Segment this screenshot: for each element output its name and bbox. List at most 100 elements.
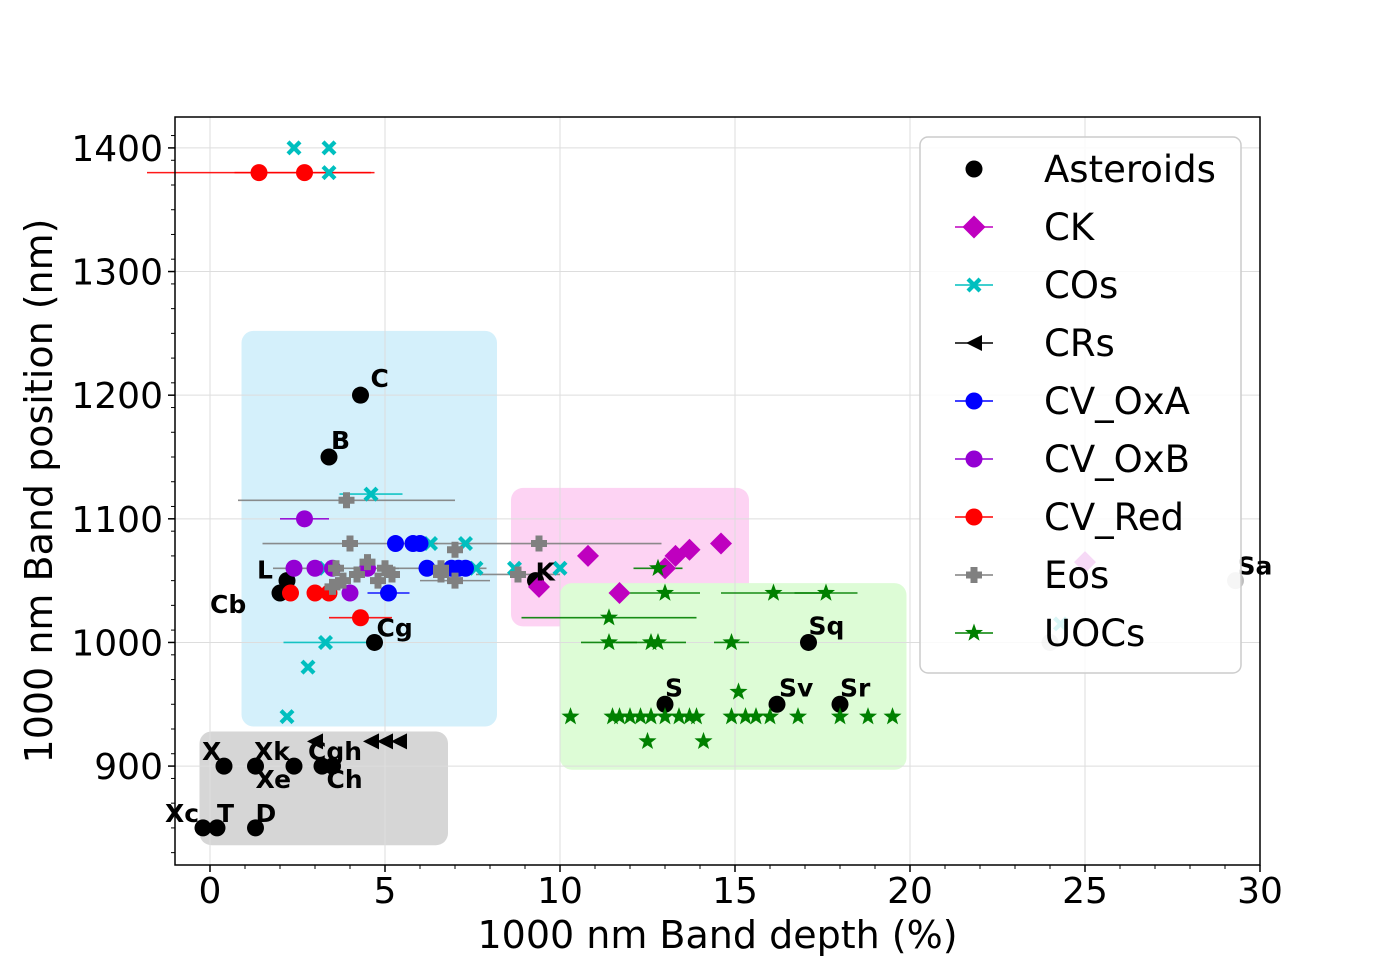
marker-UOCs (641, 707, 661, 725)
marker-CV_OxA (380, 584, 397, 602)
point-Eos (447, 572, 463, 589)
point-Asteroids (320, 448, 338, 466)
marker-CK (710, 532, 732, 555)
point-UOCs (729, 682, 748, 700)
point-Eos (349, 566, 365, 583)
marker-Asteroids (366, 633, 383, 651)
point-Eos (342, 535, 358, 552)
regions-layer (199, 330, 907, 846)
point-CV_OxA (380, 584, 397, 602)
marker-UOCs (722, 632, 741, 651)
marker-COs (279, 709, 295, 725)
asteroid-label: Sv (779, 673, 813, 702)
legend-item-Eos: Eos (955, 554, 1109, 597)
point-Eos (384, 566, 400, 583)
asteroid-label: Sa (1238, 552, 1273, 581)
point-CV_Red (250, 164, 268, 182)
y-tick-label: 900 (94, 747, 163, 788)
legend-marker-shape (965, 508, 983, 526)
marker-CV_OxB (341, 584, 359, 602)
point-Asteroids (208, 819, 226, 837)
marker-CRs (307, 733, 323, 750)
point-UOCs (599, 608, 619, 626)
marker-COs (318, 634, 333, 650)
marker-UOCs (641, 632, 661, 651)
marker-Asteroids (285, 757, 303, 775)
point-CK (710, 532, 732, 555)
marker-CV_Red (282, 584, 299, 602)
marker-Asteroids (656, 695, 674, 713)
point-Asteroids (215, 757, 233, 775)
x-tick-label: 15 (712, 871, 758, 912)
marker-UOCs (648, 632, 668, 651)
marker-UOCs (746, 707, 766, 725)
legend-marker-shape (966, 567, 982, 583)
point-Asteroids (247, 757, 264, 775)
legend-label: CV_Red (1044, 496, 1184, 539)
marker-UOCs (599, 632, 619, 651)
point-UOCs (631, 707, 650, 725)
legend-marker (966, 567, 982, 583)
asteroid-label: Cg (377, 613, 413, 642)
legend-marker (964, 623, 984, 641)
marker-CRs (391, 733, 407, 750)
point-CRs (377, 733, 393, 750)
point-CV_OxA (387, 535, 404, 553)
legend-label: CRs (1044, 322, 1115, 365)
y-tick-label: 1200 (71, 376, 163, 417)
x-tick-label: 0 (199, 871, 222, 912)
marker-Eos (531, 535, 547, 552)
point-Asteroids (656, 695, 674, 713)
marker-UOCs (687, 707, 706, 725)
marker-Eos (338, 492, 355, 509)
marker-Eos (324, 578, 341, 595)
marker-CV_OxA (411, 535, 429, 553)
asteroid-label: K (536, 558, 557, 587)
marker-UOCs (694, 731, 713, 750)
marker-Asteroids (215, 757, 233, 775)
point-Eos (324, 578, 341, 595)
legend-marker-shape (966, 277, 982, 293)
marker-Asteroids (768, 695, 786, 713)
legend-marker (965, 508, 983, 526)
region-0 (241, 330, 497, 727)
point-COs (318, 634, 333, 650)
legend-marker (965, 392, 983, 410)
asteroid-label: D (256, 799, 277, 828)
legend-item-Asteroids: Asteroids (965, 148, 1216, 191)
point-CV_Red (352, 609, 369, 627)
legend-label: CV_OxB (1044, 438, 1190, 481)
marker-COs (300, 659, 316, 675)
marker-UOCs (638, 731, 657, 750)
point-Eos (377, 560, 393, 577)
point-Asteroids (800, 633, 817, 651)
point-CK (608, 582, 631, 604)
point-UOCs (883, 707, 902, 725)
point-CRs (307, 733, 323, 750)
marker-CK (654, 557, 676, 580)
marker-CK (608, 582, 631, 604)
marker-CV_OxB (285, 559, 303, 577)
asteroid-label: S (665, 673, 683, 702)
asteroid-label: Xe (256, 765, 292, 794)
marker-UOCs (722, 707, 741, 725)
marker-UOCs (603, 707, 622, 725)
point-Asteroids (194, 819, 212, 837)
point-UOCs (669, 707, 689, 725)
marker-Eos (433, 566, 449, 583)
marker-COs (552, 560, 568, 576)
marker-UOCs (760, 707, 780, 725)
legend-item-CV_OxB: CV_OxB (955, 438, 1190, 481)
marker-COs (363, 486, 379, 502)
point-Asteroids (324, 757, 341, 775)
marker-CV_OxB (306, 559, 324, 577)
y-axis-title: 1000 nm Band position (nm) (17, 219, 61, 764)
marker-CV_Red (296, 164, 313, 182)
x-axis-title: 1000 nm Band depth (%) (477, 913, 957, 957)
point-UOCs (760, 707, 780, 725)
marker-UOCs (669, 707, 689, 725)
asteroid-label: Sq (809, 611, 845, 640)
points-layer (194, 140, 1244, 837)
marker-UOCs (736, 707, 755, 725)
